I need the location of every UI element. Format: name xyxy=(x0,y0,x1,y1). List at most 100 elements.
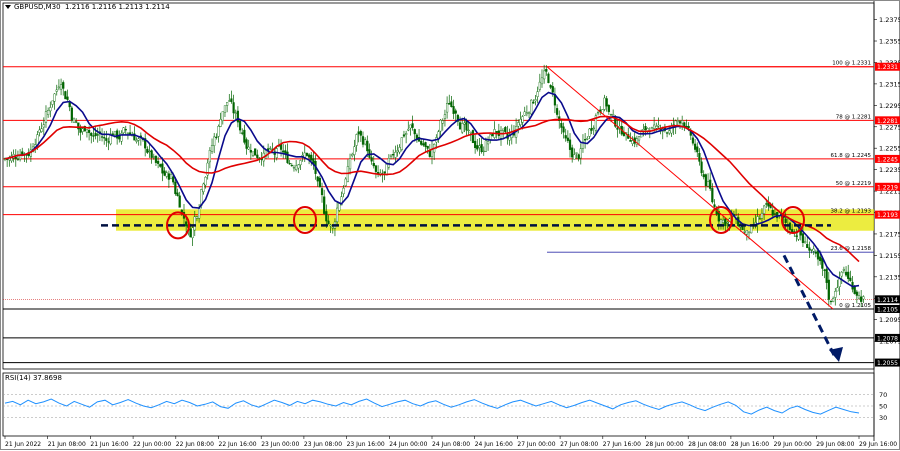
candle-body xyxy=(353,146,356,155)
candle-body xyxy=(21,151,24,155)
candle-body xyxy=(758,218,761,220)
candle-body xyxy=(709,179,712,189)
price-tick-label: 1.2255 xyxy=(879,145,900,153)
candle-body xyxy=(172,176,175,183)
candle-body xyxy=(456,114,459,122)
price-tag-bg xyxy=(875,333,900,342)
candle-body xyxy=(210,144,214,153)
candle-body xyxy=(241,132,244,134)
price-tick-label: 1.2095 xyxy=(879,316,900,324)
candle-body xyxy=(340,196,343,206)
candle-body xyxy=(413,129,416,135)
support-zone xyxy=(116,209,874,231)
time-tick-label: 23 Jun 00:00 xyxy=(261,441,299,448)
time-tick-label: 21 Jun 08:00 xyxy=(48,441,86,448)
candle-body xyxy=(534,99,537,102)
candle-body xyxy=(202,183,205,192)
candle-body xyxy=(603,97,606,110)
candle-body xyxy=(808,247,811,251)
candle-body xyxy=(504,127,507,133)
price-tick-label: 1.2215 xyxy=(879,188,900,196)
candle-body xyxy=(525,112,528,115)
forecast-arrow-head xyxy=(829,347,843,362)
candle-body xyxy=(467,129,470,132)
candle-body xyxy=(713,204,716,207)
candle-body xyxy=(338,203,341,211)
candle-body xyxy=(463,122,466,125)
price-tag-bg xyxy=(875,62,900,71)
price-tag-bg xyxy=(875,358,900,367)
candles xyxy=(3,64,865,308)
candle-body xyxy=(696,146,699,153)
candle-body xyxy=(426,145,429,149)
time-tick-label: 24 Jun 00:00 xyxy=(389,441,427,448)
candle-body xyxy=(331,226,334,229)
price-tag-bg xyxy=(875,210,900,219)
candle-body xyxy=(590,128,593,131)
candle-body xyxy=(72,118,76,123)
dropdown-triangle-icon[interactable] xyxy=(5,5,11,9)
candle-body xyxy=(795,235,798,237)
candle-body xyxy=(191,227,194,239)
candle-body xyxy=(480,144,483,152)
candle-body xyxy=(163,170,166,176)
candle-body xyxy=(66,96,69,100)
candle-body xyxy=(687,125,690,129)
time-tick-label: 28 Jun 16:00 xyxy=(731,441,769,448)
price-tag-label: 1.2114 xyxy=(877,297,898,304)
candle-body xyxy=(323,196,326,214)
candle-body xyxy=(607,104,610,113)
candle-body xyxy=(228,100,231,102)
candle-body xyxy=(694,143,697,150)
candle-body xyxy=(269,147,272,150)
candle-body xyxy=(405,133,408,135)
candle-body xyxy=(100,136,104,138)
price-tick-label: 1.2355 xyxy=(879,38,900,46)
candle-body xyxy=(532,101,535,104)
candle-body xyxy=(691,137,695,144)
candle-body xyxy=(495,131,498,133)
candle-body xyxy=(96,134,99,136)
candle-body xyxy=(206,162,209,176)
candle-body xyxy=(243,129,246,143)
candle-body xyxy=(398,147,401,153)
candle-body xyxy=(221,111,224,121)
candle-body xyxy=(122,127,125,134)
candle-body xyxy=(64,91,67,100)
trend-line xyxy=(546,66,834,310)
candle-body xyxy=(90,132,93,136)
candle-body xyxy=(523,111,526,116)
candle-body xyxy=(77,122,80,130)
candle-body xyxy=(443,114,447,119)
candle-body xyxy=(79,127,82,133)
candle-body xyxy=(189,228,192,238)
candle-body xyxy=(40,128,43,132)
candle-body xyxy=(722,219,725,223)
candle-body xyxy=(650,127,654,130)
candle-body xyxy=(133,133,136,141)
candle-body xyxy=(448,103,451,105)
candle-body xyxy=(747,231,751,234)
candle-body xyxy=(85,129,89,133)
candle-body xyxy=(92,135,95,137)
candle-body xyxy=(234,112,237,114)
candle-body xyxy=(825,268,828,283)
candle-body xyxy=(441,120,444,124)
price-tag-bg xyxy=(875,182,900,191)
candle-body xyxy=(195,216,199,219)
candle-body xyxy=(389,154,393,157)
candle-body xyxy=(586,138,589,140)
candle-body xyxy=(197,208,201,219)
fib-label: 0 @ 1.2105 xyxy=(839,303,871,309)
candle-body xyxy=(816,250,820,260)
candle-body xyxy=(51,100,54,105)
candle-body xyxy=(719,219,723,225)
candle-body xyxy=(348,158,352,170)
candle-body xyxy=(70,107,73,121)
candle-body xyxy=(107,141,110,143)
candle-body xyxy=(157,160,160,164)
candle-body xyxy=(571,147,574,158)
candle-body xyxy=(146,148,149,153)
